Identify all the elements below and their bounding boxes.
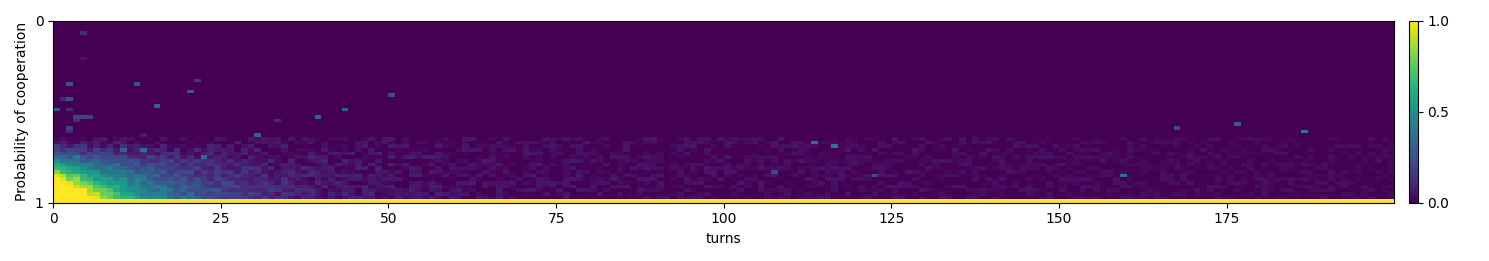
Y-axis label: Probability of cooperation: Probability of cooperation <box>15 22 28 201</box>
X-axis label: turns: turns <box>706 232 742 246</box>
